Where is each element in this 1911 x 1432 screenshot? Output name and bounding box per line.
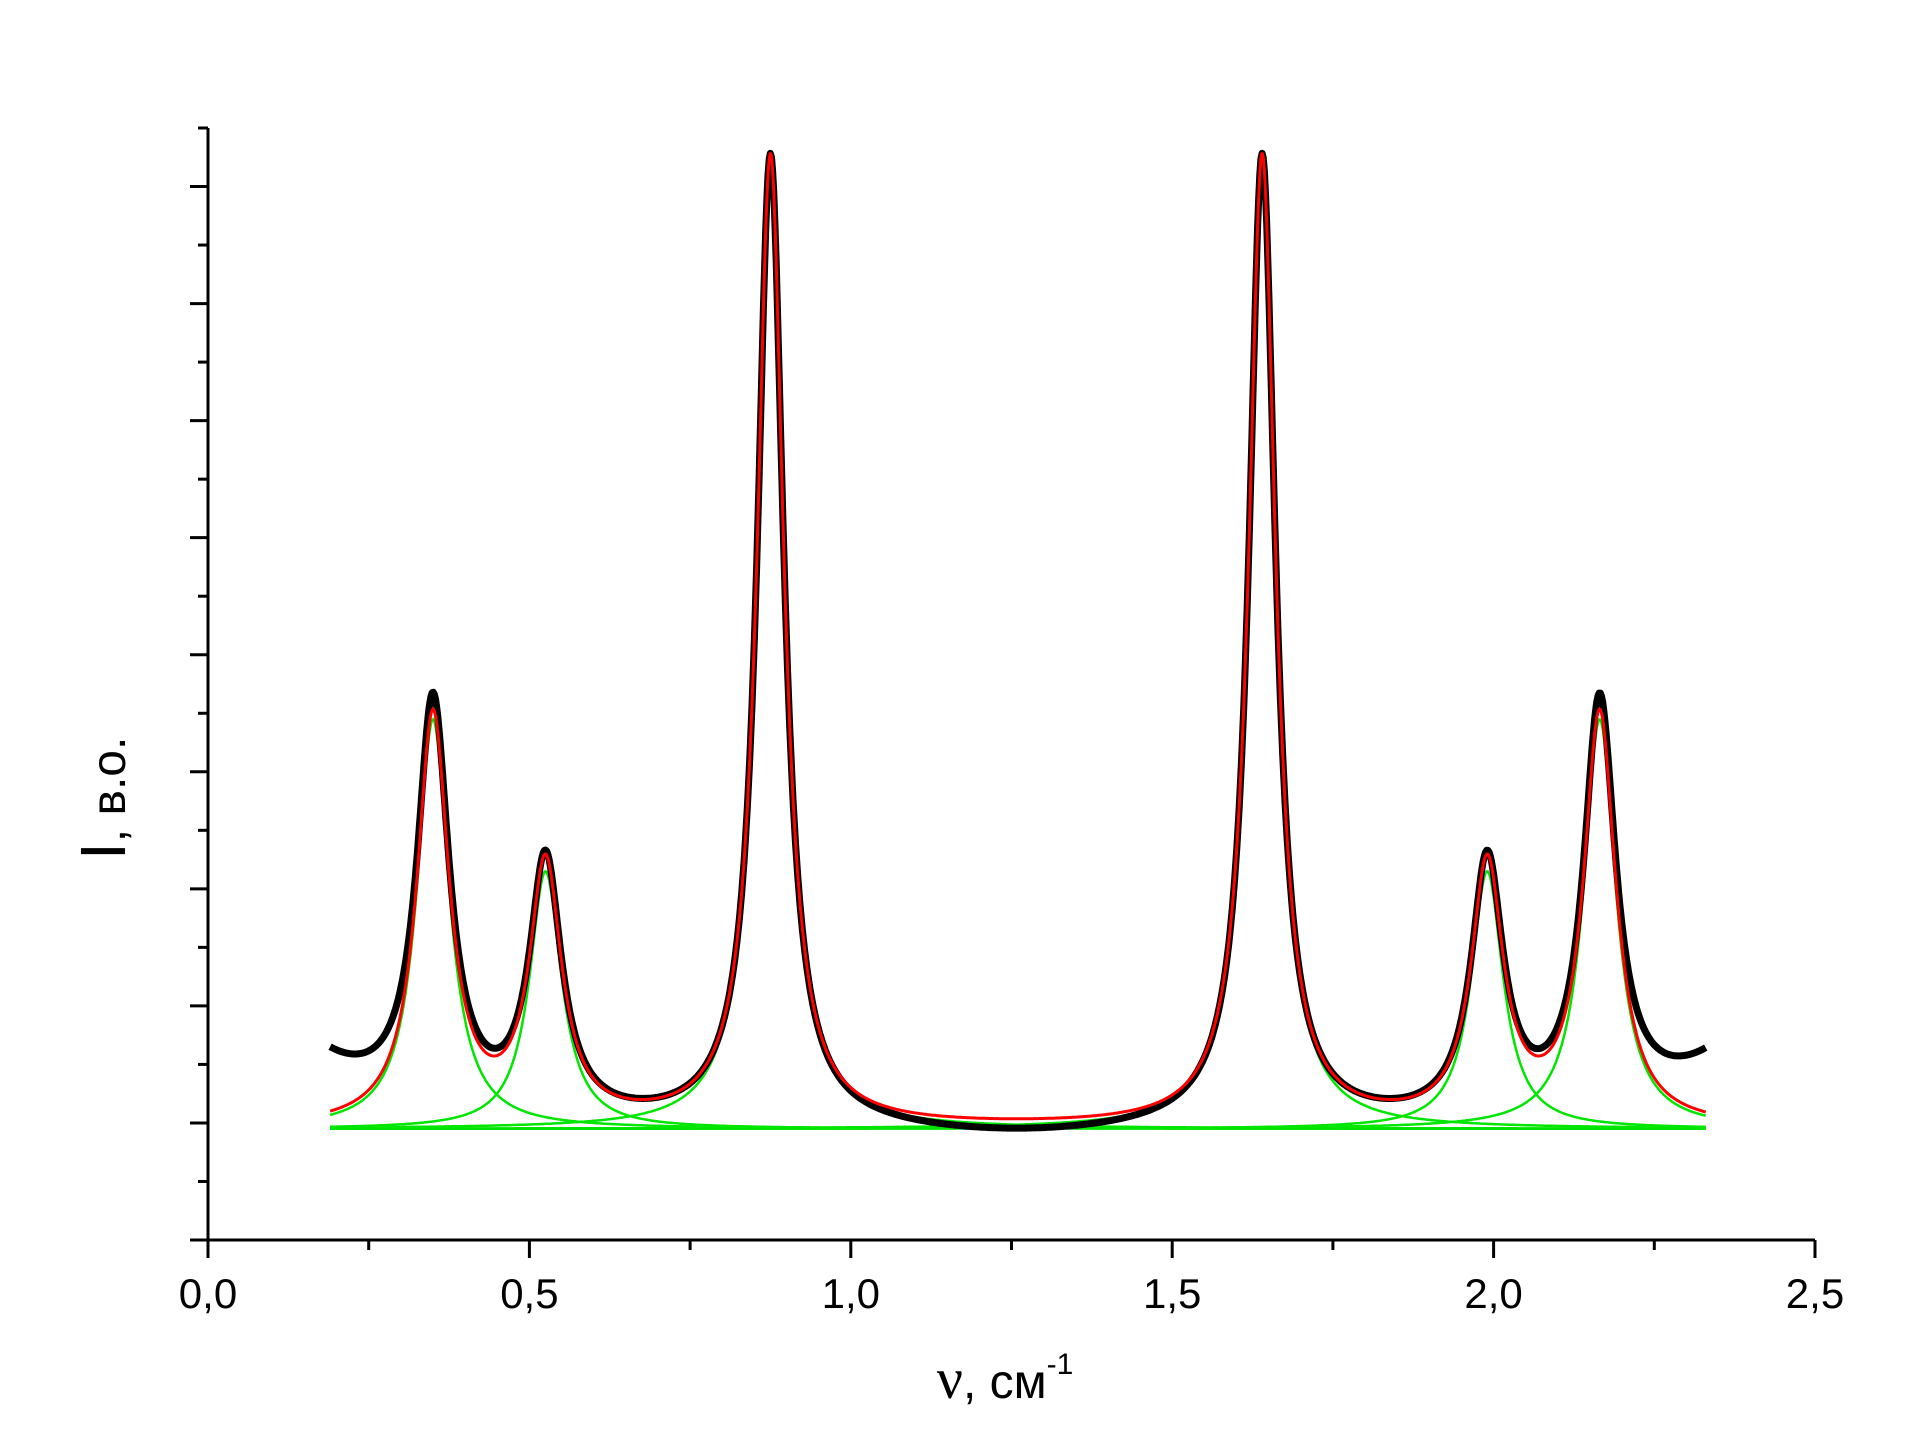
y-axis-label: I, в.о. [67,737,139,860]
component-peak-3 [330,156,1706,1130]
x-tick-label: 2,0 [1464,1270,1522,1317]
fit-spectrum-line [329,152,1707,1121]
component-peak-4 [330,156,1706,1130]
y-axis-label-unit: , в.о. [83,737,136,843]
x-tick-label: 0,5 [500,1270,558,1317]
x-axis-label-superscript: -1 [1047,1348,1074,1381]
x-axis-label-symbol: ν [937,1346,963,1411]
axis-labels: I, в.о. ν, см-1 [67,737,1073,1411]
plot-area [327,149,1709,1132]
x-axis-label-unit: , см [963,1356,1047,1409]
y-axis-label-symbol: I [67,842,139,860]
axes: 0,0 0,5 1,0 1,5 2,0 2,5 [179,126,1844,1317]
x-tick-label: 1,5 [1143,1270,1201,1317]
x-tick-label: 0,0 [179,1270,237,1317]
measured-spectrum-line [327,149,1709,1132]
x-axis-label: ν, см-1 [937,1346,1074,1411]
x-tick-label: 2,5 [1786,1270,1844,1317]
x-tick-label: 1,0 [822,1270,880,1317]
